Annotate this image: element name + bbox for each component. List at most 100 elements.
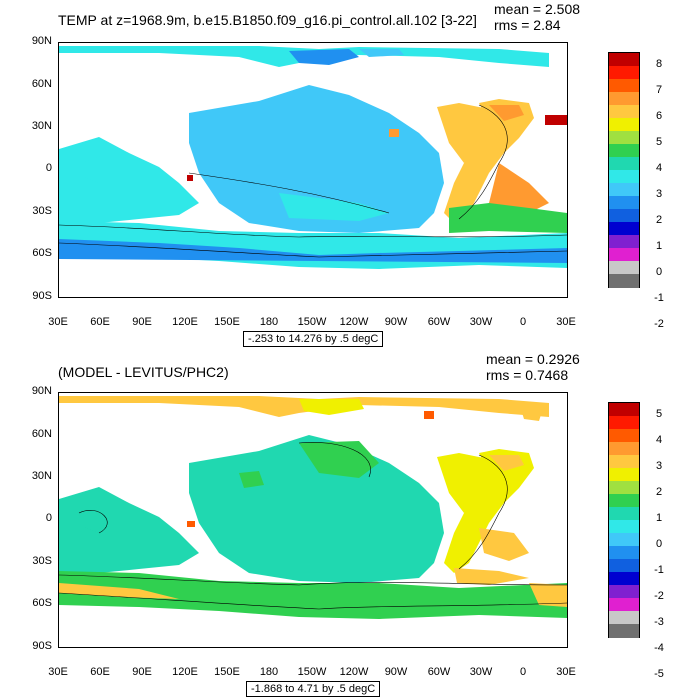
colorbar-swatch: [609, 416, 639, 430]
lat-label: 0: [45, 512, 52, 524]
colorbar-swatch: [609, 222, 639, 236]
panel-model-minus-levitus: (MODEL - LEVITUS/PHC2) mean = 0.2926 rms…: [0, 350, 700, 700]
colorbar-swatch: [609, 429, 639, 443]
lon-label: 90E: [132, 316, 152, 328]
colorbar-label: -1: [654, 564, 664, 576]
colorbar-swatch: [609, 144, 639, 158]
lon-label: 120E: [172, 666, 198, 678]
colorbar-label: 1: [655, 240, 663, 252]
colorbar-label: 7: [655, 84, 663, 96]
map-field: [59, 43, 567, 297]
colorbar-swatch: [609, 533, 639, 547]
map-plot: [58, 392, 568, 648]
lon-label: 30W: [469, 316, 493, 328]
lon-label: 180: [259, 316, 279, 328]
colorbar-label: 5: [655, 136, 663, 148]
lon-label: 150E: [214, 316, 240, 328]
colorbar-label: 5: [655, 408, 663, 420]
map-plot: [58, 42, 568, 298]
colorbar-swatch: [609, 559, 639, 573]
lon-label: 180: [259, 666, 279, 678]
colorbar-swatch: [609, 79, 639, 93]
lon-label: 90E: [132, 666, 152, 678]
contour-range-label: -.253 to 14.276 by .5 degC: [243, 331, 384, 347]
lon-label: 30W: [469, 666, 493, 678]
map-title: (MODEL - LEVITUS/PHC2): [58, 364, 229, 380]
colorbar-label: -5: [654, 668, 664, 680]
colorbar-label: -2: [654, 590, 664, 602]
colorbar-swatch: [609, 170, 639, 184]
panel-model-temp: TEMP at z=1968.9m, b.e15.B1850.f09_g16.p…: [31, 1, 664, 347]
colorbar-label: -2: [654, 318, 664, 330]
colorbar-swatch: [609, 611, 639, 625]
colorbar-swatch: [609, 403, 639, 417]
lon-label: 0: [519, 316, 527, 328]
colorbar: [608, 52, 640, 288]
colorbar-label: 6: [655, 110, 663, 122]
lon-label: 60W: [427, 666, 451, 678]
colorbar-swatch: [609, 209, 639, 223]
colorbar-swatch: [609, 131, 639, 145]
colorbar-label: 2: [655, 486, 663, 498]
lat-label: 30N: [31, 120, 52, 132]
colorbar-label: 1: [655, 512, 663, 524]
lon-label: 150E: [214, 666, 240, 678]
lon-label: 120E: [172, 316, 198, 328]
colorbar-swatch: [609, 105, 639, 119]
colorbar-swatch: [609, 507, 639, 521]
map-title: TEMP at z=1968.9m, b.e15.B1850.f09_g16.p…: [58, 12, 477, 28]
lon-label: 30E: [556, 316, 576, 328]
lon-label: 30E: [48, 666, 68, 678]
lat-label: 30N: [31, 470, 52, 482]
colorbar-swatch: [609, 598, 639, 612]
colorbar-label: -4: [654, 642, 664, 654]
colorbar-swatch: [609, 546, 639, 560]
colorbar-swatch: [609, 183, 639, 197]
colorbar-label: 4: [655, 434, 663, 446]
colorbar-label: 4: [655, 162, 663, 174]
lat-label: 60S: [32, 247, 52, 259]
lat-label: 90S: [32, 640, 52, 652]
lat-label: 0: [45, 162, 52, 174]
colorbar-swatch: [609, 235, 639, 249]
lon-label: 120W: [339, 316, 369, 328]
lat-label: 60S: [32, 597, 52, 609]
colorbar-label: 3: [655, 460, 663, 472]
colorbar-swatch: [609, 494, 639, 508]
colorbar-swatch: [609, 624, 639, 638]
colorbar-swatch: [609, 53, 639, 67]
colorbar-label: 2: [655, 214, 663, 226]
colorbar-swatch: [609, 118, 639, 132]
colorbar-swatch: [609, 157, 639, 171]
colorbar-swatch: [609, 248, 639, 262]
colorbar-swatch: [609, 442, 639, 456]
lon-label: 60E: [90, 316, 110, 328]
colorbar: [608, 402, 640, 638]
colorbar-swatch: [609, 481, 639, 495]
lon-label: 30E: [556, 666, 576, 678]
lon-label: 150W: [297, 666, 327, 678]
map-field: [59, 393, 567, 647]
colorbar-swatch: [609, 261, 639, 275]
mean-value: mean = 2.508: [494, 1, 581, 17]
colorbar-swatch: [609, 468, 639, 482]
lon-label: 150W: [297, 316, 327, 328]
lat-label: 90S: [32, 290, 52, 302]
colorbar-swatch: [609, 196, 639, 210]
rms-value: rms = 0.7468: [486, 367, 569, 383]
mean-value: mean = 0.2926: [486, 351, 580, 367]
lat-label: 60N: [31, 78, 52, 90]
colorbar-swatch: [609, 92, 639, 106]
colorbar-label: -1: [654, 292, 664, 304]
lon-label: 0: [519, 666, 527, 678]
lon-label: 90W: [384, 316, 408, 328]
colorbar-label: -3: [654, 616, 664, 628]
colorbar-swatch: [609, 274, 639, 288]
lat-label: 90N: [31, 35, 52, 47]
lat-label: 90N: [31, 385, 52, 397]
lon-label: 90W: [384, 666, 408, 678]
lat-label: 30S: [32, 205, 52, 217]
lat-label: 60N: [31, 428, 52, 440]
contour-range-label: -1.868 to 4.71 by .5 degC: [246, 681, 381, 697]
colorbar-swatch: [609, 455, 639, 469]
